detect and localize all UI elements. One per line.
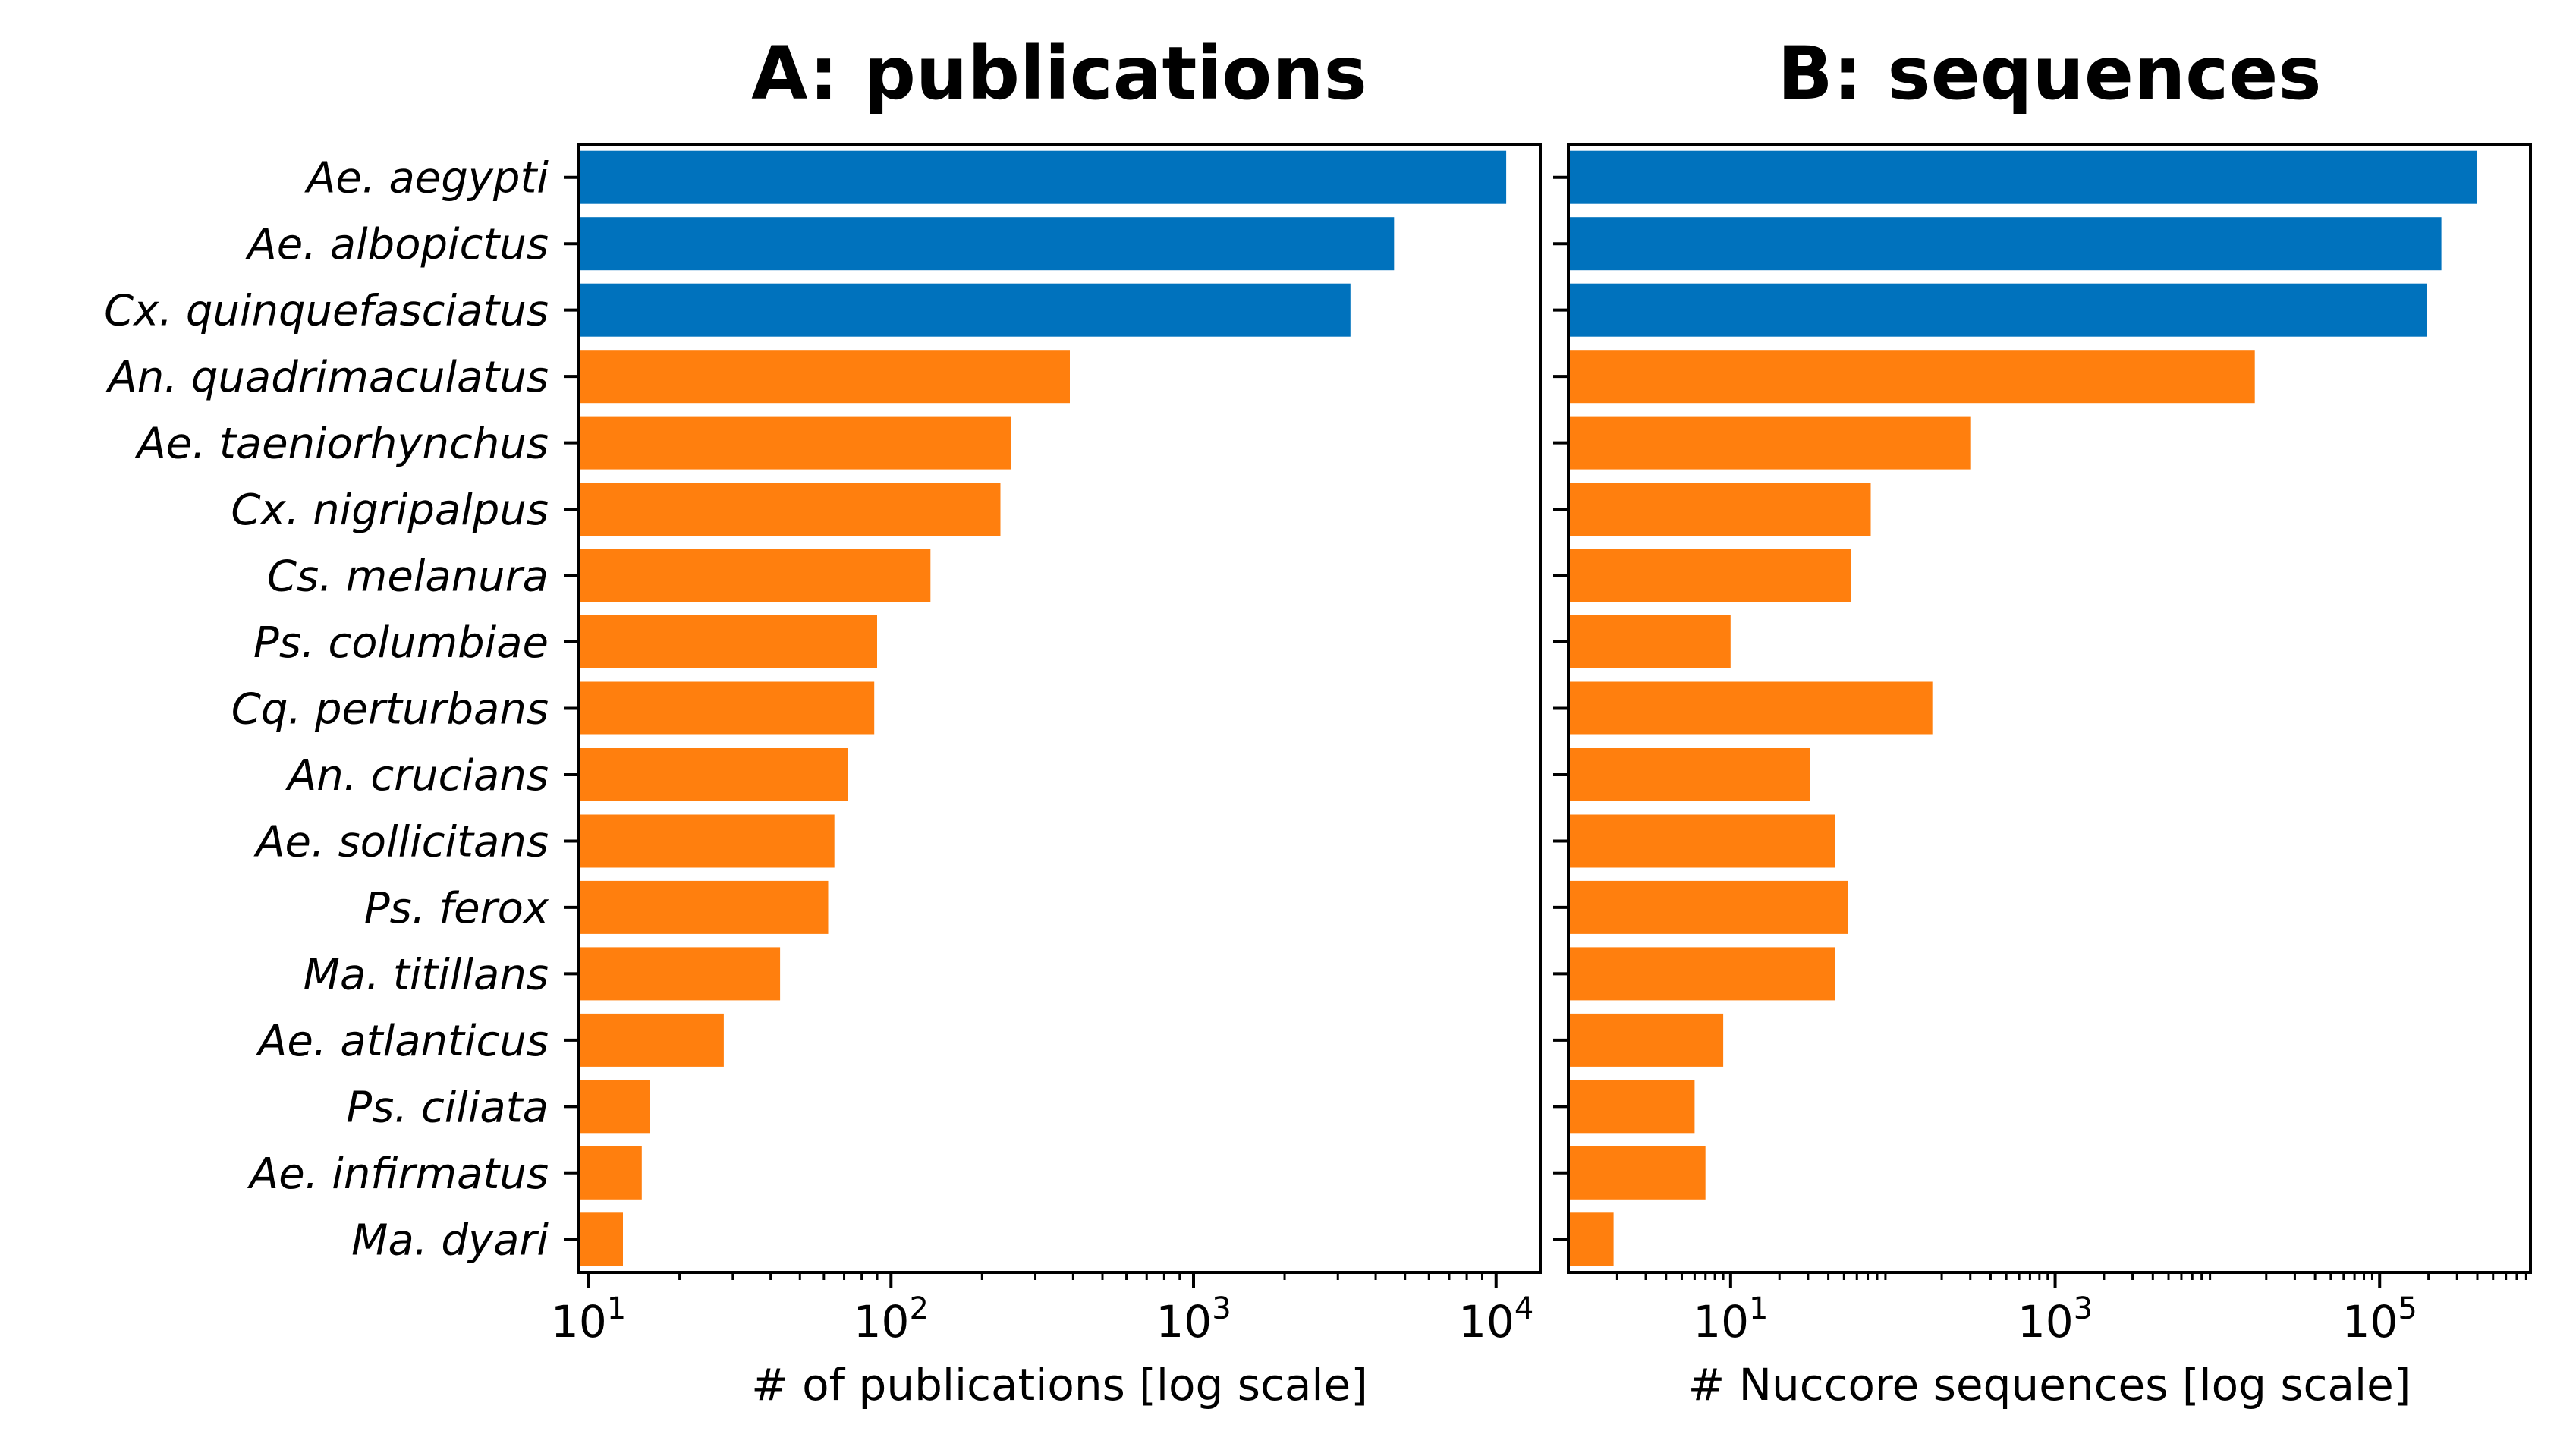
category-label: Cx. nigripalpus [231,486,549,535]
bar [579,615,877,668]
bar [579,150,1507,204]
x-tick-exponent: 3 [2074,1291,2093,1326]
category-label: Ae. sollicitans [253,817,549,866]
bar [579,217,1395,271]
x-tick-label: 102 [854,1291,929,1348]
bar [1568,681,1933,735]
bar [1568,1080,1695,1134]
x-tick-label: 103 [1156,1291,1231,1348]
bar [579,1013,724,1067]
x-tick-exponent: 3 [1212,1291,1231,1326]
bar [579,947,781,1001]
axes-frame [577,143,1542,1274]
category-label: Ps. ferox [364,884,549,933]
category-label: An. crucians [285,751,549,800]
x-tick-label: 105 [2342,1291,2417,1348]
bar [1568,1013,1724,1067]
x-tick-exponent: 2 [909,1291,928,1326]
category-label: Ps. columbiae [253,618,549,668]
x-tick-exponent: 1 [1749,1291,1768,1326]
x-tick-base: 10 [551,1296,607,1348]
bar [1568,947,1835,1001]
category-label: Ps. ciliata [346,1083,549,1132]
bar [579,549,931,602]
x-axis-title: # of publications [log scale] [751,1359,1368,1411]
x-tick-exponent: 5 [2398,1291,2417,1326]
axes-frame [1567,143,2532,1274]
x-tick-base: 10 [2342,1296,2398,1348]
x-tick-label: 103 [2018,1291,2093,1348]
bar [579,880,829,934]
bar [1568,549,1851,602]
bar [579,483,1001,536]
x-tick-exponent: 1 [607,1291,626,1326]
bar [1568,615,1731,668]
bar [579,1212,623,1266]
category-label: Ae. aegypti [304,154,549,203]
x-tick-base: 10 [1156,1296,1212,1348]
category-label: Cq. perturbans [231,685,549,734]
category-label: An. quadrimaculatus [105,353,549,402]
x-tick-base: 10 [854,1296,910,1348]
x-tick-base: 10 [2018,1296,2074,1348]
bar [579,350,1070,404]
bar [1568,350,2255,404]
panel-title: B: sequences [1778,31,2322,116]
category-label: Ae. infirmatus [247,1150,549,1199]
bar [579,1080,650,1134]
x-axis-title: # Nuccore sequences [log scale] [1688,1359,2411,1411]
bar [1568,483,1871,536]
x-tick-label: 101 [551,1291,626,1348]
bar [579,416,1011,470]
bar [579,748,848,801]
category-label: Ae. atlanticus [256,1017,549,1066]
bar [1568,748,1810,801]
x-tick-base: 10 [1458,1296,1514,1348]
x-tick-exponent: 4 [1514,1291,1533,1326]
bar [1568,1146,1706,1200]
category-label: Cx. quinquefasciatus [104,287,549,336]
bar [1568,880,1848,934]
x-tick-label: 104 [1458,1291,1533,1348]
category-label: Ma. titillans [304,950,549,999]
bar [1568,217,2442,271]
category-label: Cs. melanura [267,552,549,602]
bar [579,814,835,868]
bar [579,1146,642,1200]
bar [1568,814,1835,868]
bar [1568,150,2477,204]
panel-a: A: publications Ae. aegypti Ae. albopictus… [104,31,1542,1411]
category-label: Ae. albopictus [245,220,549,269]
bar [1568,1212,1614,1266]
bar [579,681,875,735]
bar [1568,283,2427,337]
panel-title: A: publications [751,31,1367,116]
category-label: Ma. dyari [351,1216,549,1265]
x-tick-base: 10 [1693,1296,1749,1348]
x-tick-label: 101 [1693,1291,1768,1348]
category-label: Ae. taeniorhynchus [135,420,549,469]
bar [1568,416,1971,470]
bar [579,283,1351,337]
